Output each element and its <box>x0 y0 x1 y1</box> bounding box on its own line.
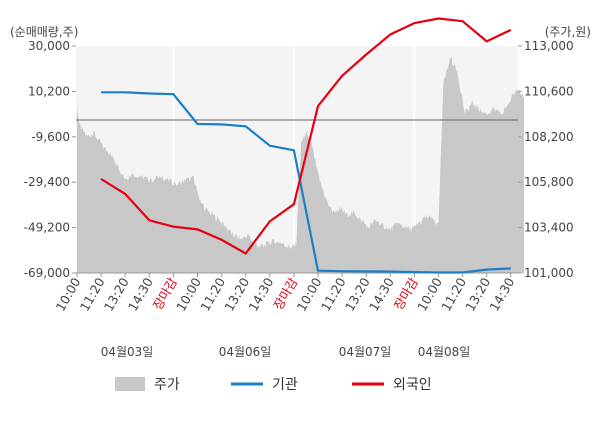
right-tick-label: 101,000 <box>524 266 574 280</box>
left-tick-label: -29,400 <box>24 175 70 189</box>
x-axis: 10:0011:2013:2014:30장마감10:0011:2013:2014… <box>53 273 517 314</box>
right-tick-label: 110,600 <box>524 84 574 98</box>
date-label-0408: 04월08일 <box>418 345 471 359</box>
left-tick-label: -69,000 <box>24 266 70 280</box>
date-label-0406: 04월06일 <box>219 345 272 359</box>
left-axis-unit: (순매매량,주) <box>10 25 78 39</box>
right-tick-label: 108,200 <box>524 130 574 144</box>
right-tick-label: 103,400 <box>524 221 574 235</box>
legend-institution-label: 기관 <box>272 377 298 393</box>
date-label-0403: 04월03일 <box>101 345 154 359</box>
left-tick-label: -49,200 <box>24 221 70 235</box>
legend-price-label: 주가 <box>154 377 180 393</box>
date-label-0407: 04월07일 <box>339 345 392 359</box>
price-area <box>77 56 525 273</box>
right-axis-unit: (주가,원) <box>545 25 591 39</box>
legend-price-swatch <box>115 377 145 391</box>
left-tick-label: 30,000 <box>28 39 70 53</box>
legend: 주가 기관 외국인 <box>115 377 432 393</box>
left-axis: 30,000 10,200 -9,600 -29,400 -49,200 -69,000 <box>24 39 76 280</box>
legend-foreign-label: 외국인 <box>393 377 432 393</box>
x-tick-label: 14:30 <box>245 275 276 314</box>
series-layer <box>100 17 512 274</box>
left-tick-label: -9,600 <box>31 130 70 144</box>
right-tick-label: 113,000 <box>524 39 574 53</box>
left-tick-label: 10,200 <box>28 84 70 98</box>
right-axis: 113,000 110,600 108,200 105,800 103,400 101,0… <box>518 39 574 280</box>
x-tick-label: 14:30 <box>125 275 156 314</box>
institution-line <box>101 91 511 274</box>
x-tick-label: 14:30 <box>366 275 397 314</box>
foreign-line <box>100 17 512 255</box>
x-tick-label: 14:30 <box>486 275 517 314</box>
right-tick-label: 105,800 <box>524 175 574 189</box>
